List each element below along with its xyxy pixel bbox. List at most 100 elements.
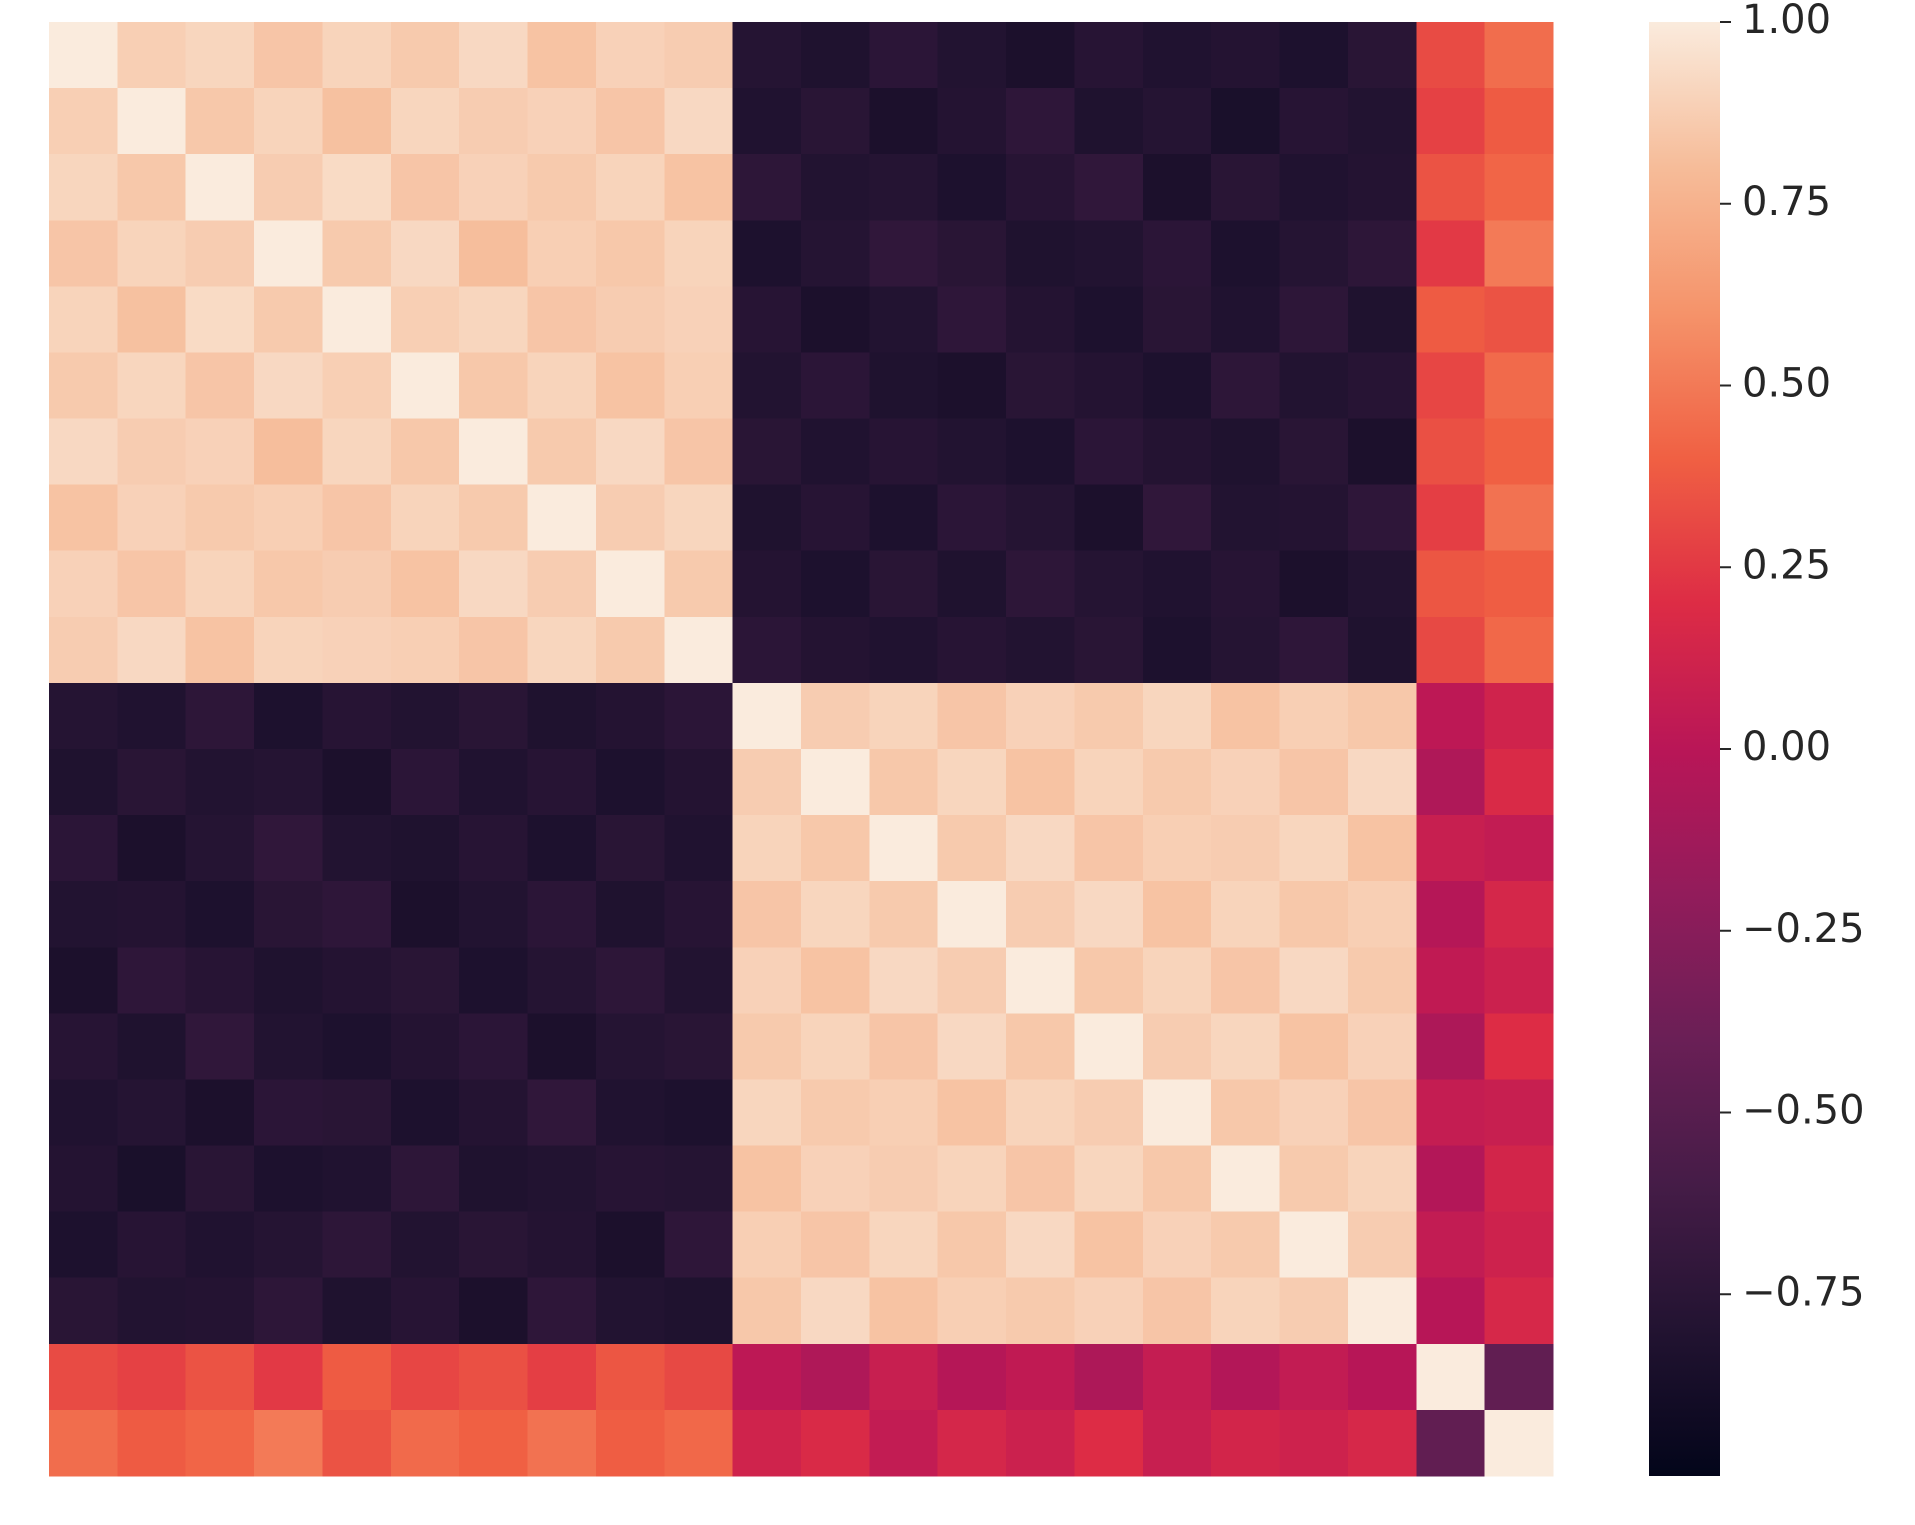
heatmap-cell bbox=[49, 616, 118, 684]
heatmap-cell bbox=[732, 815, 802, 882]
heatmap-cell bbox=[664, 484, 734, 552]
heatmap-cell bbox=[390, 1013, 460, 1080]
heatmap-cell bbox=[390, 1079, 460, 1147]
heatmap-cell bbox=[1484, 881, 1554, 948]
heatmap-cell bbox=[254, 616, 323, 684]
heatmap-cell bbox=[322, 1343, 392, 1411]
heatmap-cell bbox=[937, 1343, 1007, 1411]
heatmap-cell bbox=[732, 1343, 802, 1411]
heatmap-cell bbox=[1142, 88, 1212, 155]
heatmap-cell bbox=[459, 682, 529, 750]
heatmap-cell bbox=[937, 154, 1007, 221]
heatmap-cell bbox=[1006, 154, 1075, 221]
heatmap-cell bbox=[1142, 22, 1212, 89]
heatmap-cell bbox=[185, 1079, 255, 1147]
heatmap-cell bbox=[527, 1409, 597, 1477]
heatmap-cell bbox=[1279, 815, 1349, 882]
heatmap-cell bbox=[1484, 286, 1554, 353]
heatmap-cell bbox=[1347, 1277, 1417, 1345]
heatmap-cell bbox=[185, 749, 255, 816]
heatmap-cell bbox=[1074, 682, 1144, 750]
heatmap-cell bbox=[1142, 815, 1212, 882]
heatmap-cell bbox=[390, 1409, 460, 1477]
heatmap-cell bbox=[801, 947, 870, 1014]
heatmap-cell bbox=[185, 616, 255, 684]
heatmap-cell bbox=[732, 1277, 802, 1345]
heatmap-cell bbox=[459, 286, 529, 353]
heatmap-cell bbox=[49, 682, 118, 750]
heatmap-cell bbox=[1279, 220, 1349, 287]
heatmap-cell bbox=[254, 1013, 323, 1080]
heatmap-cell bbox=[49, 881, 118, 948]
heatmap-cell bbox=[869, 1145, 939, 1213]
heatmap-cell bbox=[1142, 1409, 1212, 1477]
heatmap-cell bbox=[1006, 616, 1075, 684]
heatmap-cell bbox=[1142, 749, 1212, 816]
heatmap-cell bbox=[801, 88, 870, 155]
heatmap-cell bbox=[732, 22, 802, 89]
heatmap-cell bbox=[869, 154, 939, 221]
heatmap-cell bbox=[1484, 88, 1554, 155]
heatmap-cell bbox=[322, 1013, 392, 1080]
heatmap-cell bbox=[117, 749, 187, 816]
heatmap-cell bbox=[1416, 550, 1486, 618]
heatmap-cell bbox=[254, 220, 323, 287]
heatmap-cell bbox=[1416, 352, 1486, 420]
heatmap-cell bbox=[937, 1277, 1007, 1345]
heatmap-cell bbox=[185, 947, 255, 1014]
heatmap-cell bbox=[1142, 1211, 1212, 1279]
heatmap-cell bbox=[527, 947, 597, 1014]
heatmap-cell bbox=[595, 682, 665, 750]
heatmap-cell bbox=[1074, 1013, 1144, 1080]
heatmap-cell bbox=[869, 616, 939, 684]
colorbar-tick-label: −0.25 bbox=[1742, 906, 1865, 952]
heatmap-cell bbox=[49, 749, 118, 816]
heatmap-cells bbox=[49, 22, 1554, 1477]
heatmap-cell bbox=[1211, 550, 1281, 618]
heatmap-cell bbox=[595, 947, 665, 1014]
heatmap-cell bbox=[595, 550, 665, 618]
heatmap-cell bbox=[185, 1211, 255, 1279]
heatmap-cell bbox=[527, 352, 597, 420]
heatmap-cell bbox=[322, 815, 392, 882]
heatmap-cell bbox=[459, 1409, 529, 1477]
heatmap-cell bbox=[869, 418, 939, 486]
heatmap-cell bbox=[117, 1211, 187, 1279]
heatmap-cell bbox=[1142, 352, 1212, 420]
heatmap-cell bbox=[1416, 947, 1486, 1014]
heatmap-cell bbox=[322, 220, 392, 287]
heatmap-cell bbox=[664, 286, 734, 353]
heatmap-cell bbox=[801, 220, 870, 287]
heatmap-cell bbox=[1074, 88, 1144, 155]
heatmap-cell bbox=[1416, 1013, 1486, 1080]
heatmap-cell bbox=[1006, 1409, 1075, 1477]
heatmap-cell bbox=[322, 550, 392, 618]
heatmap-cell bbox=[527, 22, 597, 89]
heatmap-cell bbox=[117, 1079, 187, 1147]
heatmap-cell bbox=[1416, 154, 1486, 221]
heatmap-cell bbox=[1279, 1145, 1349, 1213]
heatmap-cell bbox=[322, 418, 392, 486]
heatmap-cell bbox=[185, 682, 255, 750]
heatmap-cell bbox=[1211, 22, 1281, 89]
heatmap-cell bbox=[1416, 1277, 1486, 1345]
heatmap-cell bbox=[937, 352, 1007, 420]
heatmap-cell bbox=[117, 22, 187, 89]
heatmap-cell bbox=[937, 947, 1007, 1014]
heatmap-cell bbox=[49, 22, 118, 89]
heatmap-cell bbox=[49, 947, 118, 1014]
heatmap-cell bbox=[1416, 286, 1486, 353]
heatmap-cell bbox=[595, 88, 665, 155]
heatmap-cell bbox=[1142, 682, 1212, 750]
heatmap-cell bbox=[1006, 815, 1075, 882]
heatmap-cell bbox=[185, 550, 255, 618]
heatmap-cell bbox=[185, 22, 255, 89]
heatmap-cell bbox=[390, 550, 460, 618]
heatmap-cell bbox=[869, 881, 939, 948]
heatmap-cell bbox=[390, 616, 460, 684]
heatmap-cell bbox=[527, 154, 597, 221]
heatmap-cell bbox=[664, 1277, 734, 1345]
heatmap-cell bbox=[1484, 947, 1554, 1014]
heatmap-cell bbox=[185, 286, 255, 353]
heatmap-cell bbox=[595, 352, 665, 420]
